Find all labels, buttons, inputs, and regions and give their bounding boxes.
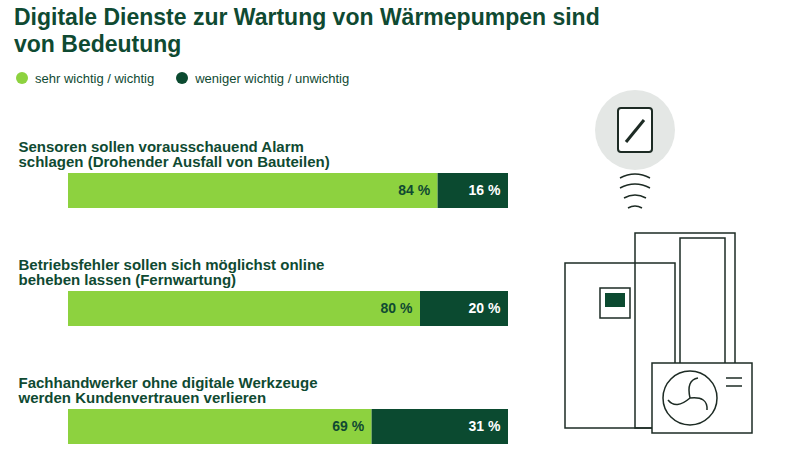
html-text:weniger wichtig / unwichtig: weniger wichtig / unwichtig (195, 70, 350, 86)
svg-text:80 %: 80 % (381, 300, 413, 316)
html-text:sehr wichtig / wichtig: sehr wichtig / wichtig (35, 70, 155, 86)
svg-text:69 %: 69 % (332, 418, 364, 434)
svg-text:84 %: 84 % (398, 182, 430, 198)
svg-text:Fachhandwerker ohne digitale W: Fachhandwerker ohne digitale Werkzeugewe… (18, 374, 318, 406)
html-text:Digitale Dienste zur Wartung v: Digitale Dienste zur Wartung von Wärmepu… (14, 4, 600, 57)
svg-text:Sensoren sollen vorausschauend: Sensoren sollen vorausschauend Alarmschl… (19, 138, 330, 170)
svg-text:31 %: 31 % (469, 418, 501, 434)
svg-text:20 %: 20 % (469, 300, 501, 316)
svg-text:16 %: 16 % (469, 182, 501, 198)
svg-text:Betriebsfehler sollen sich mög: Betriebsfehler sollen sich möglichst onl… (19, 256, 325, 288)
